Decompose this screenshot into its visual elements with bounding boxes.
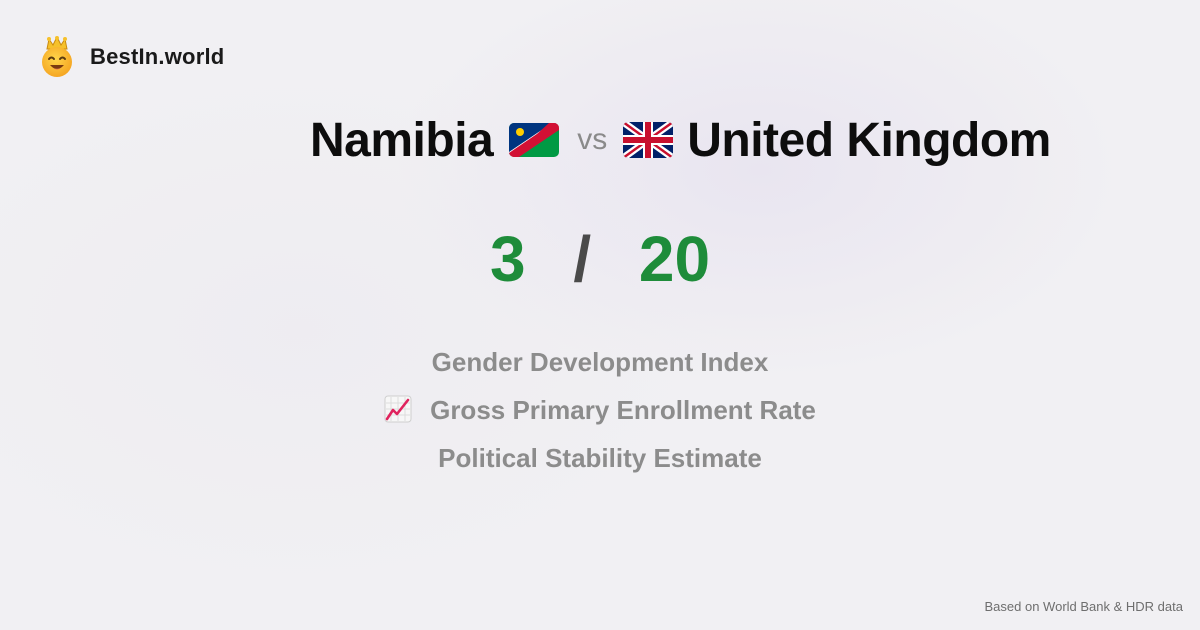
metric-item: Gross Primary Enrollment Rate	[0, 386, 1200, 434]
metric-label: Gender Development Index	[431, 347, 769, 377]
crown-smiley-icon	[42, 36, 72, 77]
data-source-note: Based on World Bank & HDR data	[984, 599, 1183, 614]
vs-label: vs	[577, 123, 608, 156]
brand-logo[interactable]: BestIn.world	[38, 36, 224, 78]
comparison-title: Namibia vs United Kingdom	[310, 110, 1051, 170]
metric-label: Political Stability Estimate	[438, 443, 762, 473]
metric-item: Gender Development Index	[0, 338, 1200, 386]
metric-label: Gross Primary Enrollment Rate	[430, 395, 816, 425]
brand-name: BestIn.world	[90, 44, 225, 69]
score-display: 3 / 20	[0, 222, 1200, 296]
chart-increasing-icon	[384, 395, 412, 423]
country-a-name: Namibia	[310, 113, 494, 167]
country-b-name: United Kingdom	[687, 113, 1051, 167]
metric-list: Gender Development Index Gross Primary E…	[0, 338, 1200, 482]
country-b-score: 20	[638, 223, 711, 295]
namibia-flag-icon	[509, 123, 560, 157]
score-separator: /	[573, 223, 592, 295]
metric-item: Political Stability Estimate	[0, 434, 1200, 482]
uk-flag-icon	[623, 122, 674, 158]
country-a-score: 3	[489, 223, 526, 295]
